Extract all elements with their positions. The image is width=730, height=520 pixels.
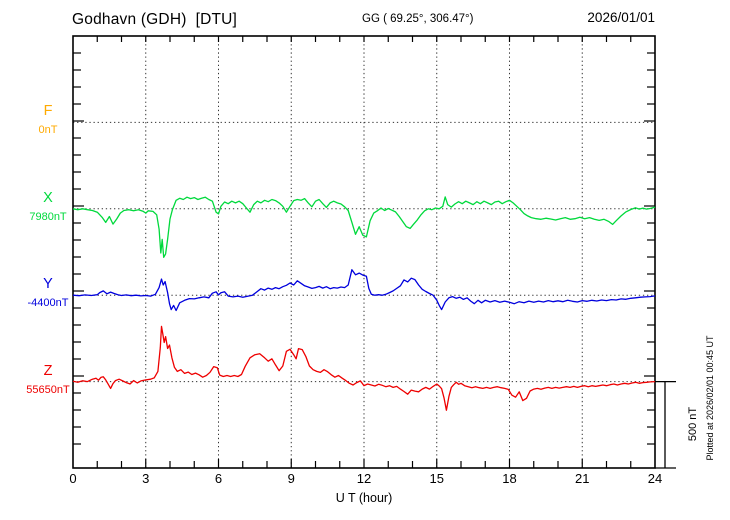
gg-coordinates: GG ( 69.25°, 306.47°) [362,13,474,25]
x-tick-label: 9 [287,471,295,486]
trace-X [72,196,656,258]
x-tick-label: 18 [502,471,517,486]
x-tick-label: 3 [142,471,150,486]
trace-Y [72,269,656,312]
channel-X-label: X [43,189,53,206]
channel-Y-value: -4400nT [27,297,69,310]
channel-F-value: 0nT [38,124,58,137]
plot-date: 2026/01/01 [587,10,655,25]
x-tick-label: 6 [214,471,223,486]
x-tick-label: 24 [647,471,663,486]
station-title: Godhavn (GDH) [DTU] [72,11,238,28]
channel-F-label: F [43,103,53,120]
channel-Z-value: 55650nT [26,383,70,396]
scale-bar-label: 500 nT [687,406,699,442]
x-tick-label: 0 [69,471,77,486]
plot-frame [72,35,656,469]
x-axis-label: U T (hour) [335,491,393,505]
channel-Z-label: Z [43,362,53,379]
x-tick-label: 15 [429,471,444,486]
trace-Z [72,325,656,411]
x-tick-label: 21 [575,471,590,486]
channel-Y-label: Y [43,276,53,293]
x-tick-label: 12 [356,471,372,486]
plotted-at-note: Plotted at 2026/02/01 00:45 UT [705,335,715,461]
channel-X-value: 7980nT [29,210,67,223]
